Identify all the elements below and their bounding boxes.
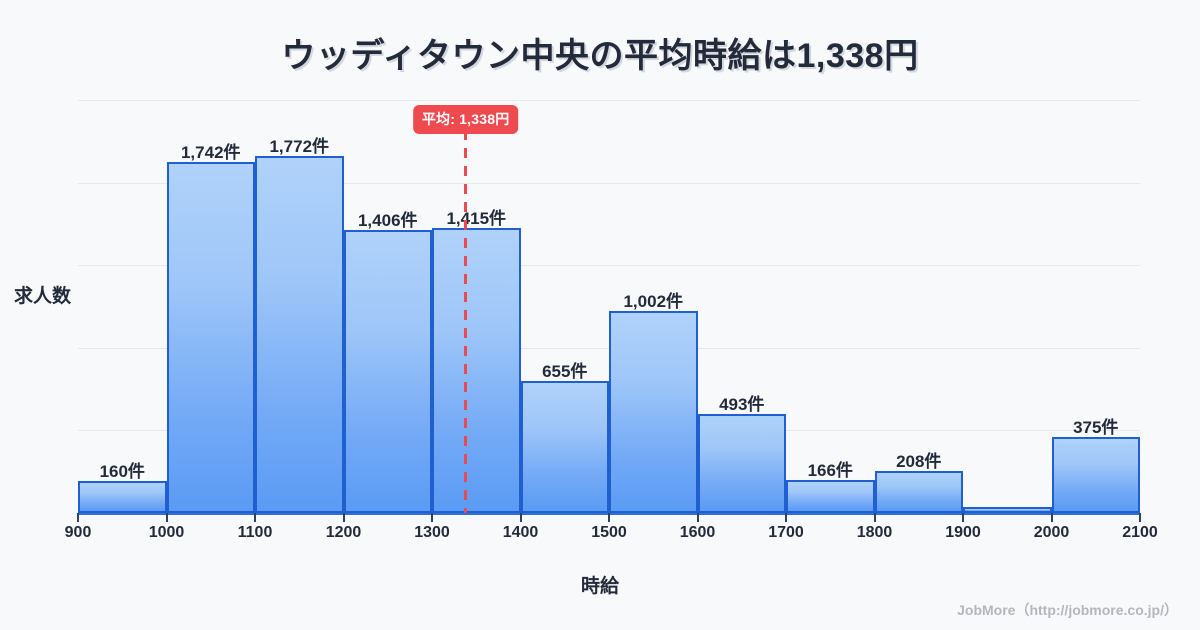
x-axis-title: 時給 bbox=[580, 576, 619, 597]
x-tick-mark bbox=[342, 513, 345, 522]
x-tick-mark bbox=[254, 513, 256, 522]
x-tick-label: 1400 bbox=[502, 524, 539, 541]
histogram-bar[interactable] bbox=[1051, 437, 1140, 513]
x-tick-mark bbox=[696, 513, 699, 522]
x-tick-label: 900 bbox=[64, 524, 92, 541]
histogram-bar[interactable] bbox=[78, 480, 167, 513]
bar-value-label: 375件 bbox=[1073, 418, 1119, 438]
x-tick-label: 2000 bbox=[1033, 524, 1070, 541]
x-tick-label: 2100 bbox=[1122, 524, 1158, 541]
x-tick-mark bbox=[785, 513, 787, 522]
bar-value-label: 655件 bbox=[542, 362, 588, 382]
histogram-bar[interactable] bbox=[963, 507, 1052, 513]
bar-value-label: 1,772件 bbox=[269, 137, 330, 156]
average-line bbox=[464, 130, 468, 513]
average-badge: 平均: 1,338円 bbox=[412, 105, 519, 134]
x-tick-mark bbox=[519, 513, 522, 522]
bar-value-label: 1,742件 bbox=[180, 143, 241, 163]
x-tick-mark bbox=[962, 513, 964, 522]
x-tick-mark bbox=[1139, 513, 1141, 522]
bar-value-label: 166件 bbox=[807, 460, 853, 480]
x-tick-label: 1500 bbox=[591, 524, 627, 541]
histogram-bar[interactable] bbox=[166, 162, 255, 513]
bar-value-label: 1,406件 bbox=[357, 210, 418, 230]
histogram-bar[interactable] bbox=[432, 227, 521, 513]
bar-value-label: 1,415件 bbox=[446, 208, 507, 228]
x-tick-label: 1700 bbox=[768, 524, 804, 541]
x-tick-mark bbox=[165, 513, 168, 522]
histogram-bar[interactable] bbox=[609, 311, 698, 513]
x-tick-label: 1900 bbox=[945, 524, 981, 541]
histogram-bar[interactable] bbox=[874, 471, 963, 513]
x-tick-mark bbox=[1050, 513, 1053, 522]
x-tick-label: 1100 bbox=[237, 524, 273, 541]
page-title: ウッディタウン中央の平均時給は1,338円 bbox=[281, 37, 919, 75]
x-tick-label: 1000 bbox=[148, 524, 185, 541]
bar-value-label: 208件 bbox=[896, 452, 942, 472]
x-tick-mark bbox=[608, 513, 610, 522]
x-tick-mark bbox=[873, 513, 876, 522]
gridline bbox=[78, 182, 1140, 184]
y-axis-title: 求人数 bbox=[14, 286, 72, 307]
x-tick-label: 1800 bbox=[856, 524, 893, 541]
x-tick-mark bbox=[431, 513, 433, 522]
bar-value-label: 1,002件 bbox=[623, 292, 684, 312]
histogram-bar[interactable] bbox=[343, 229, 432, 513]
histogram-bar[interactable] bbox=[697, 413, 786, 513]
bar-value-label: 493件 bbox=[719, 394, 765, 414]
footer-credit: JobMore（http://jobmore.co.jp/） bbox=[957, 602, 1178, 618]
gridline bbox=[78, 100, 1140, 101]
x-tick-label: 1600 bbox=[679, 524, 716, 541]
histogram-bar[interactable] bbox=[520, 381, 609, 513]
x-tick-label: 1300 bbox=[414, 524, 450, 541]
histogram-bar[interactable] bbox=[255, 156, 344, 513]
histogram-bar[interactable] bbox=[786, 479, 875, 513]
x-tick-label: 1200 bbox=[325, 524, 362, 541]
x-tick-mark bbox=[77, 513, 79, 522]
bar-value-label: 160件 bbox=[99, 461, 145, 481]
gridline bbox=[78, 265, 1140, 267]
